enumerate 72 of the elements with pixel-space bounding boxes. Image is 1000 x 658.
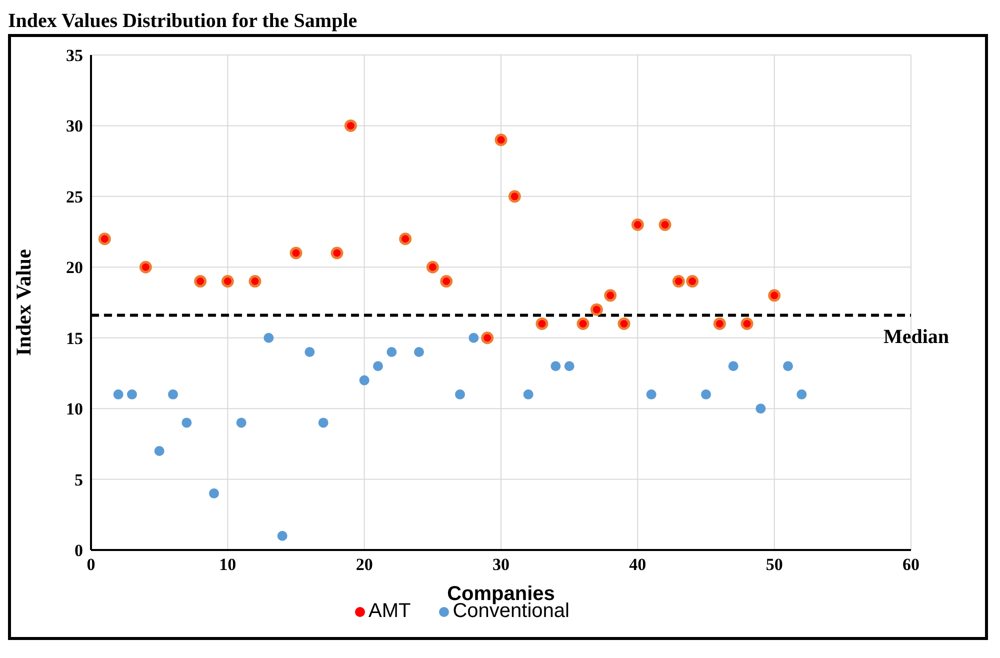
point (604, 289, 617, 302)
point (386, 347, 397, 357)
y-tick-label: 30 (66, 116, 83, 136)
point (494, 134, 508, 146)
point (756, 404, 766, 414)
point (414, 347, 424, 357)
point (768, 289, 781, 302)
point (248, 275, 262, 288)
point (330, 246, 344, 260)
point (304, 347, 315, 357)
point (168, 389, 178, 400)
ref-line-label: Median (883, 326, 949, 348)
point (783, 361, 793, 372)
point (209, 488, 219, 498)
point (508, 190, 521, 203)
point (713, 317, 726, 330)
x-tick-label: 40 (629, 555, 646, 574)
point (564, 361, 574, 372)
point (468, 332, 479, 343)
point (590, 303, 603, 316)
x-axis-title: Companies (447, 583, 555, 605)
y-tick-label: 10 (66, 400, 83, 419)
x-tick-label: 0 (86, 555, 96, 574)
point (221, 275, 234, 288)
point (344, 119, 357, 132)
point (728, 361, 738, 372)
point (426, 260, 439, 274)
point (523, 389, 534, 400)
y-tick-label: 35 (66, 46, 83, 66)
y-axis-title: Index Value (11, 249, 36, 356)
x-tick-label: 10 (219, 555, 236, 574)
point (182, 418, 192, 428)
point (373, 361, 383, 372)
point (127, 389, 137, 400)
chart-title: Index Values Distribution for the Sample (8, 9, 358, 34)
point (631, 218, 644, 231)
point (359, 375, 370, 386)
point (194, 275, 207, 288)
y-tick-label: 0 (74, 541, 83, 560)
point (98, 232, 111, 246)
y-tick-label: 5 (74, 470, 83, 490)
point (318, 418, 328, 428)
point (740, 317, 754, 330)
point (290, 246, 302, 260)
legend-label: AMT (368, 600, 411, 622)
point (550, 361, 561, 372)
point (618, 317, 630, 330)
point (672, 275, 685, 288)
y-tick-label: 20 (66, 258, 83, 278)
point (701, 389, 711, 400)
point (576, 317, 590, 330)
x-tick-label: 20 (356, 555, 373, 574)
point (236, 418, 246, 428)
x-tick-label: 60 (902, 555, 920, 574)
point (481, 332, 494, 344)
point (139, 260, 152, 274)
point (536, 317, 548, 330)
point (399, 232, 412, 246)
point (277, 530, 288, 541)
point (646, 389, 656, 400)
x-tick-label: 30 (492, 555, 510, 574)
x-tick-label: 50 (766, 555, 783, 574)
point (455, 389, 465, 400)
point (113, 389, 124, 400)
point (154, 446, 164, 456)
point (264, 332, 274, 343)
point (440, 275, 453, 288)
y-tick-label: 25 (66, 187, 83, 206)
y-tick-label: 15 (66, 328, 83, 348)
point (658, 218, 672, 231)
point (796, 389, 807, 400)
point (686, 275, 699, 288)
